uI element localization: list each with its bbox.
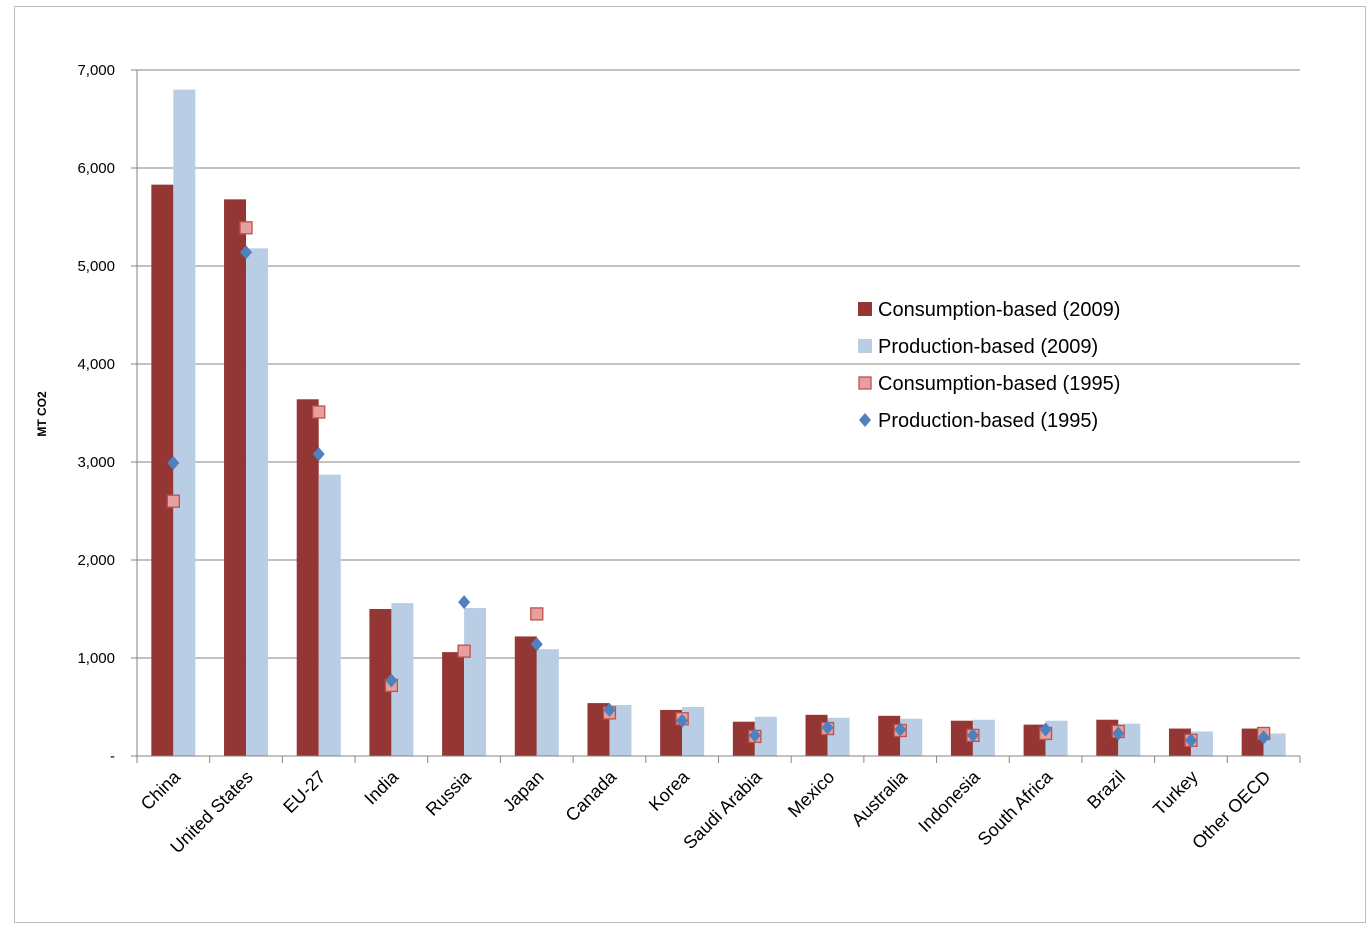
- data-point-diamond: [167, 455, 180, 470]
- x-category-label: EU-27: [279, 767, 329, 817]
- data-point-square: [530, 607, 544, 621]
- data-point-diamond: [1112, 726, 1125, 741]
- legend-swatch: [858, 376, 872, 390]
- data-point-diamond: [1039, 722, 1052, 737]
- legend-swatch: [858, 302, 872, 316]
- axes: [136, 70, 1301, 763]
- bar: [442, 652, 465, 756]
- data-point-diamond: [312, 447, 325, 462]
- markers: [166, 221, 1271, 748]
- x-category-label: Other OECD: [1188, 767, 1274, 853]
- data-point-diamond: [530, 637, 543, 652]
- data-point-diamond: [240, 245, 253, 260]
- bar: [536, 649, 559, 756]
- data-point-diamond: [821, 720, 834, 735]
- bars: [151, 89, 1286, 757]
- bar: [318, 474, 341, 756]
- bar: [224, 199, 247, 757]
- data-point-square: [239, 221, 253, 235]
- data-point-diamond: [894, 722, 907, 737]
- legend-swatch: [858, 339, 872, 353]
- bar: [754, 716, 777, 756]
- y-tick-label: 1,000: [77, 650, 115, 667]
- bar: [296, 399, 319, 756]
- data-point-square: [312, 405, 326, 419]
- legend-swatch: [859, 413, 871, 427]
- data-point-diamond: [966, 728, 979, 743]
- data-point-square: [457, 644, 471, 658]
- y-tick-label: 7,000: [77, 62, 115, 79]
- x-category-label: Australia: [847, 766, 911, 830]
- x-category-label: Korea: [645, 766, 694, 815]
- legend-label: Production-based (1995): [878, 410, 1098, 432]
- data-point-diamond: [676, 713, 689, 728]
- bar: [151, 184, 174, 756]
- x-category-label: Saudi Arabia: [679, 766, 766, 853]
- y-tick-label: 5,000: [77, 258, 115, 275]
- x-category-label: Mexico: [784, 767, 838, 821]
- x-category-label: Russia: [422, 766, 476, 820]
- x-category-label: Japan: [499, 767, 548, 816]
- data-point-diamond: [748, 728, 761, 743]
- x-category-label: Canada: [562, 766, 621, 825]
- legend-label: Consumption-based (2009): [878, 299, 1120, 321]
- legend: Consumption-based (2009) Production-based…: [858, 299, 1120, 432]
- data-point-diamond: [458, 595, 471, 610]
- y-tick-label: -: [110, 748, 115, 765]
- y-tick-label: 6,000: [77, 160, 115, 177]
- data-point-diamond: [385, 673, 398, 688]
- x-category-label: India: [360, 766, 402, 808]
- x-category-label: Brazil: [1083, 767, 1129, 813]
- data-point-diamond: [603, 702, 616, 717]
- bar: [173, 89, 196, 757]
- bar: [805, 714, 828, 756]
- bar: [369, 609, 392, 756]
- y-tick-label: 2,000: [77, 552, 115, 569]
- y-axis-title: MT CO2: [35, 391, 49, 437]
- data-point-diamond: [1257, 730, 1270, 745]
- y-tick-label: 4,000: [77, 356, 115, 373]
- x-category-label: Turkey: [1149, 767, 1202, 820]
- x-category-label: South Africa: [974, 766, 1057, 849]
- data-point-square: [166, 494, 180, 508]
- data-point-diamond: [1184, 733, 1197, 748]
- x-category-label: China: [137, 766, 185, 814]
- bar: [514, 636, 537, 756]
- x-category-label: Indonesia: [914, 766, 984, 836]
- legend-label: Production-based (2009): [878, 336, 1098, 358]
- bar: [464, 608, 487, 756]
- bar: [391, 603, 414, 756]
- bar: [246, 248, 269, 757]
- legend-label: Consumption-based (1995): [878, 373, 1120, 395]
- y-tick-labels: - 1,000 2,000 3,000 4,000 5,000 6,000 7,000: [77, 62, 115, 765]
- y-tick-label: 3,000: [77, 454, 115, 471]
